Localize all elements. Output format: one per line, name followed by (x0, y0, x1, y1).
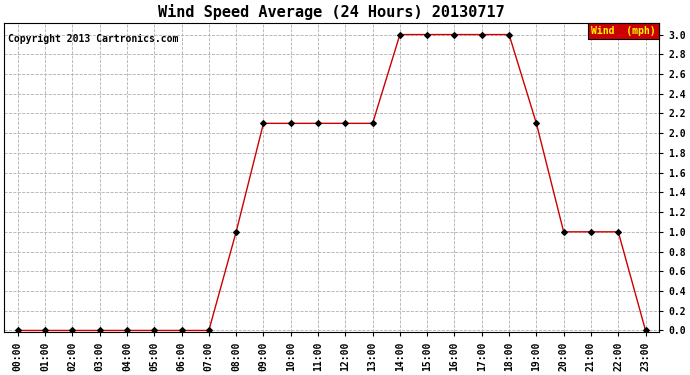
Point (285, 120, 296, 126)
Point (558, 229, 569, 235)
Point (67, 327, 78, 333)
Point (230, 229, 241, 235)
Text: Copyright 2013 Cartronics.com: Copyright 2013 Cartronics.com (8, 34, 178, 44)
Point (449, 32, 460, 38)
Text: Wind  (mph): Wind (mph) (591, 26, 656, 36)
Point (531, 120, 542, 126)
Point (395, 32, 406, 38)
Point (149, 327, 160, 333)
Point (258, 120, 269, 126)
Point (121, 327, 132, 333)
Point (504, 32, 515, 38)
Point (94, 327, 105, 333)
Point (39, 327, 50, 333)
Point (640, 327, 651, 333)
Point (313, 120, 324, 126)
Point (613, 229, 624, 235)
Point (422, 32, 433, 38)
Point (476, 32, 487, 38)
Point (176, 327, 187, 333)
Point (204, 327, 215, 333)
Point (585, 229, 596, 235)
Point (339, 120, 351, 126)
Point (12, 327, 23, 333)
Title: Wind Speed Average (24 Hours) 20130717: Wind Speed Average (24 Hours) 20130717 (158, 4, 505, 20)
Point (367, 120, 378, 126)
